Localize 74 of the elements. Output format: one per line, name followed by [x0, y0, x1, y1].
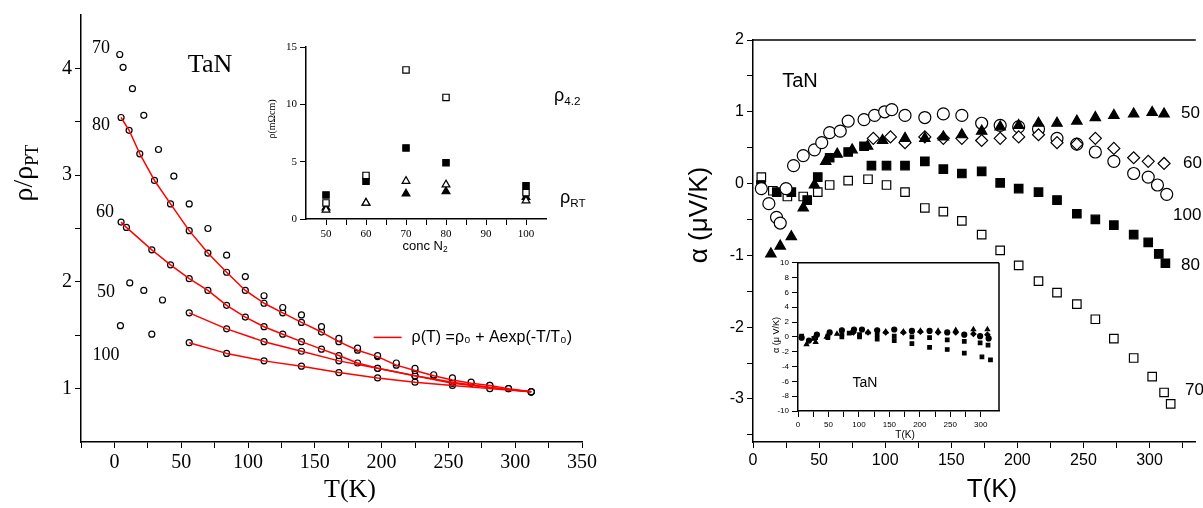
x-tick-label: 150: [882, 420, 897, 429]
x-tick-label: 200: [1004, 451, 1031, 469]
annotation: 50: [97, 280, 115, 301]
x-tick-label: 250: [1070, 451, 1097, 469]
annotation: 100: [1173, 204, 1202, 224]
x-tick-label: 200: [913, 420, 928, 429]
y-tick-label: -1: [729, 245, 745, 263]
x-tick-label: 100: [233, 450, 263, 473]
annotation: 80: [1181, 254, 1200, 274]
x-axis-title: T(K): [895, 428, 915, 440]
x-tick-label: 0: [748, 451, 758, 469]
y-tick-label: 5: [291, 154, 298, 167]
y-tick-label: -3: [729, 389, 745, 407]
annotation: TaN: [852, 373, 878, 390]
annotation: TaN: [782, 68, 818, 91]
y-tick-label: 4: [62, 55, 72, 78]
y-tick-label: 2: [62, 269, 72, 292]
x-tick-label: 70: [400, 227, 412, 240]
annotation: 100: [92, 343, 120, 364]
y-tick-label: -2: [781, 346, 790, 356]
y-tick-label: 2: [784, 317, 790, 327]
y-axis-title: α (μ V/K): [771, 317, 782, 353]
annotation: 50: [1181, 102, 1200, 122]
x-tick-label: 0: [109, 450, 120, 473]
y-tick-label: 0: [735, 173, 745, 191]
y-tick-label: -2: [729, 317, 745, 335]
x-tick-label: 250: [433, 450, 464, 473]
x-tick-label: 300: [974, 420, 988, 429]
x-tick-label: 60: [360, 227, 372, 240]
y-tick-label: 6: [784, 287, 790, 297]
x-tick-label: 300: [500, 450, 531, 473]
annotation: 80: [92, 113, 110, 134]
y-tick-label: 2: [735, 30, 745, 48]
x-tick-label: 100: [517, 227, 535, 240]
y-tick-label: 0: [784, 332, 790, 342]
y-tick-label: 15: [286, 39, 298, 52]
y-tick-label: -6: [781, 376, 790, 386]
annotation: TaN: [187, 48, 233, 78]
x-tick-label: 250: [943, 420, 958, 429]
y-tick-label: 1: [735, 102, 745, 120]
y-tick-label: -10: [777, 406, 790, 416]
annotation: 60: [1183, 152, 1202, 172]
y-tick-label: 1: [62, 375, 72, 398]
x-tick-label: 50: [810, 451, 829, 469]
x-tick-label: 300: [1136, 451, 1163, 469]
y-axis-title: α (μV/K): [683, 166, 714, 264]
legend-label: ρ(T) =ρ₀ + Aexp(-T/T₀): [411, 327, 573, 345]
y-axis-title: ρ/ρPT: [7, 144, 43, 202]
y-tick-label: -4: [781, 361, 790, 371]
y-axis-title: ρ(mΩcm): [265, 99, 278, 139]
x-axis-title: T(K): [966, 473, 1018, 504]
y-tick-label: 3: [62, 162, 72, 185]
y-tick-label: 8: [784, 272, 790, 282]
x-tick-label: 90: [480, 227, 492, 240]
x-tick-label: 50: [824, 420, 834, 429]
annotation: 70: [92, 36, 110, 57]
x-tick-label: 100: [852, 420, 867, 429]
annotation: 60: [96, 200, 114, 221]
annotation: 70: [1185, 379, 1203, 399]
x-tick-label: 0: [795, 420, 801, 429]
x-tick-label: 150: [937, 451, 965, 469]
x-axis-title: T(K): [324, 473, 376, 503]
y-tick-label: -8: [781, 391, 790, 401]
x-tick-label: 350: [567, 450, 597, 473]
x-tick-label: 80: [440, 227, 452, 240]
x-tick-label: 200: [366, 450, 397, 473]
y-tick-label: 10: [780, 258, 790, 267]
y-tick-label: 4: [784, 302, 790, 312]
y-tick-label: 10: [286, 97, 298, 110]
x-tick-label: 150: [299, 450, 330, 473]
x-tick-label: 100: [871, 451, 899, 469]
y-tick-label: 0: [291, 211, 298, 224]
x-tick-label: 50: [171, 450, 192, 473]
x-tick-label: 50: [320, 227, 332, 240]
